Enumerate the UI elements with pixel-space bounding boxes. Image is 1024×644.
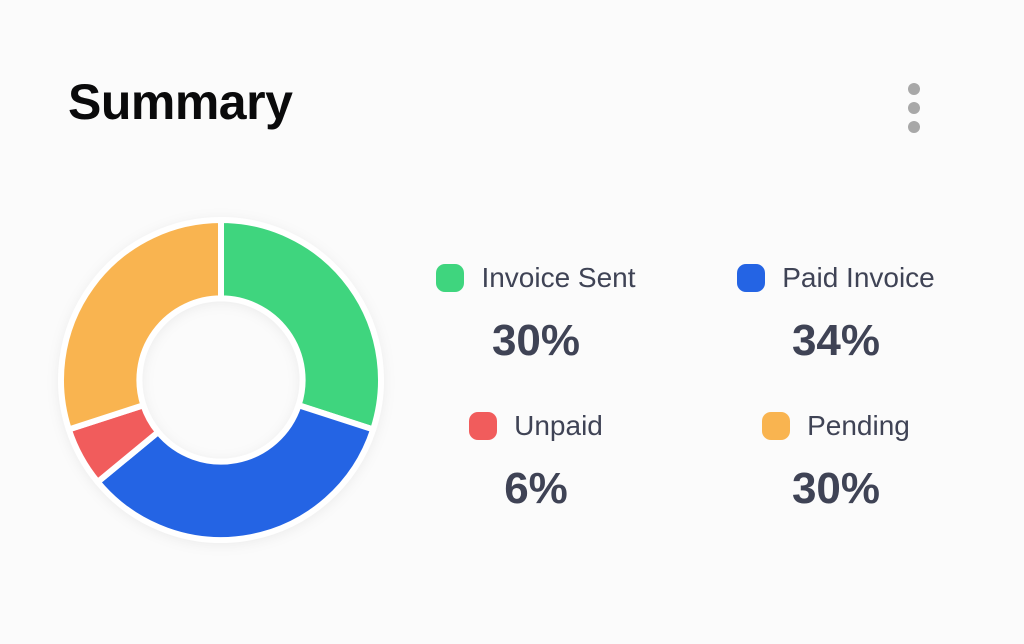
kebab-menu-button[interactable]: [900, 83, 928, 143]
kebab-menu-icon: [908, 83, 920, 95]
donut-chart-container: [51, 210, 391, 550]
legend-label: Unpaid: [514, 410, 603, 441]
legend-swatch-paid-invoice-icon: [737, 264, 766, 292]
legend-item-pending: Pending 30%: [686, 406, 986, 515]
legend-item-paid-invoice: Paid Invoice 34%: [686, 258, 986, 367]
legend-label: Invoice Sent: [481, 262, 636, 293]
legend-item-invoice-sent: Invoice Sent 30%: [386, 258, 686, 367]
legend-value: 30%: [491, 316, 581, 365]
kebab-menu-icon: [908, 121, 920, 133]
card-title: Summary: [68, 74, 293, 130]
legend-row: Unpaid: [469, 406, 603, 446]
legend-value: 34%: [791, 316, 881, 365]
legend-label: Paid Invoice: [782, 262, 935, 293]
donut-chart: [58, 217, 384, 543]
legend-label: Pending: [807, 410, 910, 441]
legend-swatch-pending-icon: [762, 412, 791, 440]
legend: Invoice Sent 30% Paid Invoice 34% Unpaid…: [386, 258, 986, 515]
legend-row: Invoice Sent: [436, 258, 636, 298]
legend-row: Pending: [762, 406, 910, 446]
legend-item-unpaid: Unpaid 6%: [386, 406, 686, 515]
donut-slice-paid-invoice[interactable]: [94, 402, 377, 543]
kebab-menu-icon: [908, 102, 920, 114]
donut-slice-invoice-sent[interactable]: [218, 217, 384, 433]
legend-swatch-invoice-sent-icon: [436, 264, 465, 292]
legend-value: 6%: [504, 464, 568, 513]
legend-row: Paid Invoice: [737, 258, 935, 298]
legend-swatch-unpaid-icon: [469, 412, 498, 440]
donut-slice-pending[interactable]: [58, 217, 224, 433]
legend-value: 30%: [791, 464, 881, 513]
